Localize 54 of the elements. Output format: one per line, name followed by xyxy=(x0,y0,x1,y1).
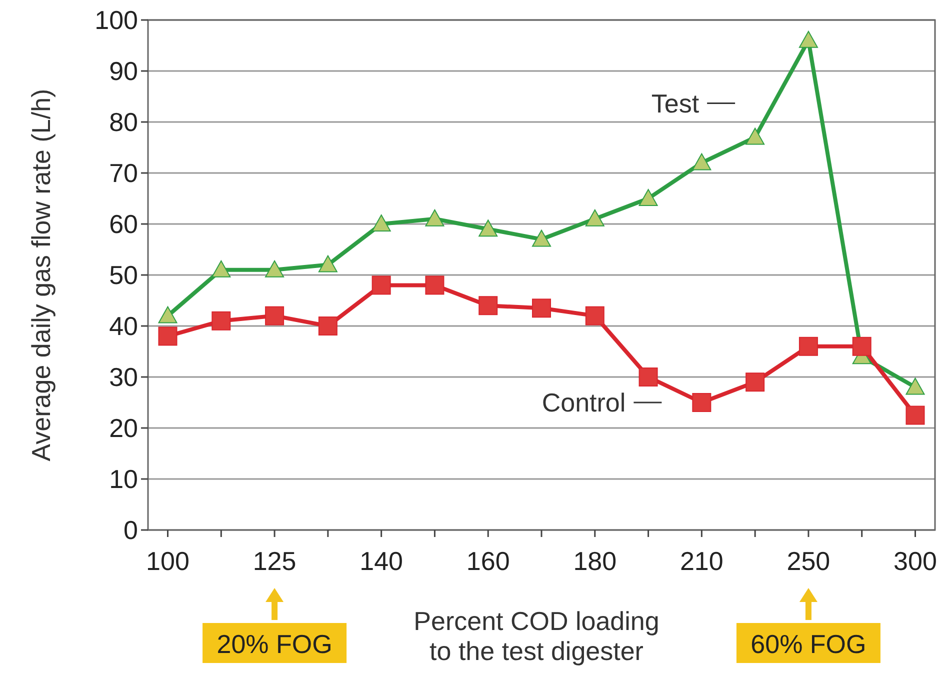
y-tick-label: 100 xyxy=(94,5,138,35)
point xyxy=(265,306,284,326)
x-tick-label: 140 xyxy=(360,546,404,576)
text: 20% FOG xyxy=(216,629,332,659)
point xyxy=(478,296,498,316)
point xyxy=(906,378,925,395)
x-axis-title: Percent COD loading to the test digester xyxy=(414,606,660,666)
y-tick-label: 0 xyxy=(124,515,138,545)
point xyxy=(372,276,391,295)
point xyxy=(478,220,498,237)
text: 60% FOG xyxy=(750,629,866,659)
point xyxy=(585,306,604,326)
point xyxy=(638,368,658,386)
y-tick-label: 70 xyxy=(109,158,138,188)
point xyxy=(692,393,712,412)
x-tick-label: 180 xyxy=(573,546,617,576)
y-tick-label: 10 xyxy=(109,464,138,494)
x-tick-label: 250 xyxy=(786,546,830,576)
point xyxy=(212,260,231,278)
y-tick-label: 30 xyxy=(109,362,138,392)
point xyxy=(798,336,818,356)
y-tick-label: 50 xyxy=(109,260,138,290)
point xyxy=(532,230,551,247)
point xyxy=(265,260,284,278)
point xyxy=(425,276,444,295)
point xyxy=(318,316,338,336)
point xyxy=(746,372,765,392)
point xyxy=(852,336,872,356)
point xyxy=(638,189,658,206)
series-label: Test xyxy=(651,88,700,118)
x-tick-label: 300 xyxy=(894,546,937,576)
point xyxy=(425,209,444,226)
y-tick-label: 90 xyxy=(109,56,138,86)
point xyxy=(585,209,604,226)
x-tick-label: 160 xyxy=(466,546,510,576)
y-axis-title: Average daily gas flow rate (L/h) xyxy=(26,88,56,462)
x-tick-label: 125 xyxy=(252,546,296,576)
y-tick-label: 20 xyxy=(109,413,138,443)
point xyxy=(372,214,391,232)
point xyxy=(798,30,818,48)
x-tick-label: 210 xyxy=(680,546,724,576)
point xyxy=(158,306,178,324)
y-tick-label: 80 xyxy=(109,107,138,137)
point xyxy=(212,311,231,330)
point xyxy=(906,406,925,425)
y-tick-label: 40 xyxy=(109,311,138,341)
point xyxy=(746,128,765,145)
point xyxy=(532,298,551,318)
y-tick-label: 60 xyxy=(109,209,138,239)
series-label: Control xyxy=(542,388,626,418)
point xyxy=(158,326,178,346)
point xyxy=(692,153,712,170)
point xyxy=(318,255,338,272)
x-tick-label: 100 xyxy=(146,546,190,576)
